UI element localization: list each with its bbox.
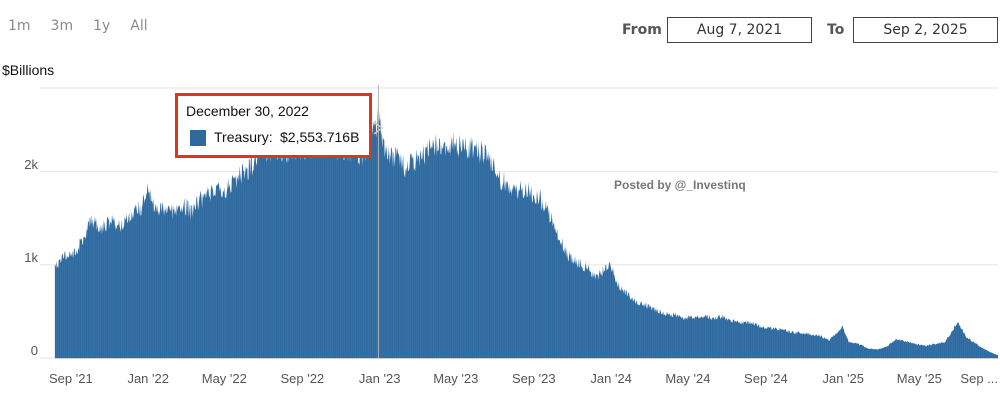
to-date-input[interactable]: Sep 2, 2025 bbox=[853, 17, 998, 43]
x-tick-label: May '22 bbox=[202, 371, 247, 386]
range-selector: 1m 3m 1y All bbox=[8, 18, 168, 34]
tooltip-series-label: Treasury: bbox=[214, 129, 273, 145]
x-tick-label: Sep '23 bbox=[512, 371, 556, 386]
y-axis: 0 1k 2k bbox=[24, 157, 38, 358]
x-tick-label: Sep ... bbox=[960, 371, 998, 386]
watermark: Posted by @_Investinq bbox=[614, 178, 746, 192]
tooltip-series-swatch bbox=[190, 130, 206, 146]
x-tick-label: May '24 bbox=[665, 371, 710, 386]
x-axis: Sep '21 Jan '22 May '22 Sep '22 Jan '23 May '… bbox=[49, 358, 998, 386]
range-button-1y[interactable]: 1y bbox=[93, 18, 111, 34]
range-button-1m[interactable]: 1m bbox=[8, 18, 31, 34]
range-button-all[interactable]: All bbox=[130, 18, 148, 34]
x-tick-label: Sep '24 bbox=[744, 371, 788, 386]
x-tick-label: Jan '24 bbox=[590, 371, 632, 386]
tooltip-date: December 30, 2022 bbox=[186, 103, 309, 119]
series-area-layer bbox=[54, 108, 999, 358]
x-tick-label: Sep '22 bbox=[280, 371, 324, 386]
range-button-3m[interactable]: 3m bbox=[50, 18, 74, 34]
y-tick-label: 0 bbox=[31, 343, 38, 358]
x-tick-label: Jan '23 bbox=[359, 371, 401, 386]
x-tick-label: Sep '21 bbox=[49, 371, 93, 386]
x-tick-label: Jan '25 bbox=[823, 371, 865, 386]
to-label: To bbox=[827, 22, 845, 38]
from-label: From bbox=[622, 22, 662, 38]
x-tick-label: May '25 bbox=[897, 371, 942, 386]
tooltip-pointer bbox=[373, 121, 384, 135]
tooltip: December 30, 2022 Treasury: $2,553.716B bbox=[175, 93, 372, 158]
x-tick-label: May '23 bbox=[433, 371, 478, 386]
x-tick-label: Jan '22 bbox=[127, 371, 169, 386]
from-date-input[interactable]: Aug 7, 2021 bbox=[667, 17, 812, 43]
y-axis-title: $Billions bbox=[2, 62, 54, 78]
y-tick-label: 1k bbox=[24, 250, 38, 265]
y-tick-label: 2k bbox=[24, 157, 38, 172]
tooltip-value: $2,553.716B bbox=[280, 129, 360, 145]
